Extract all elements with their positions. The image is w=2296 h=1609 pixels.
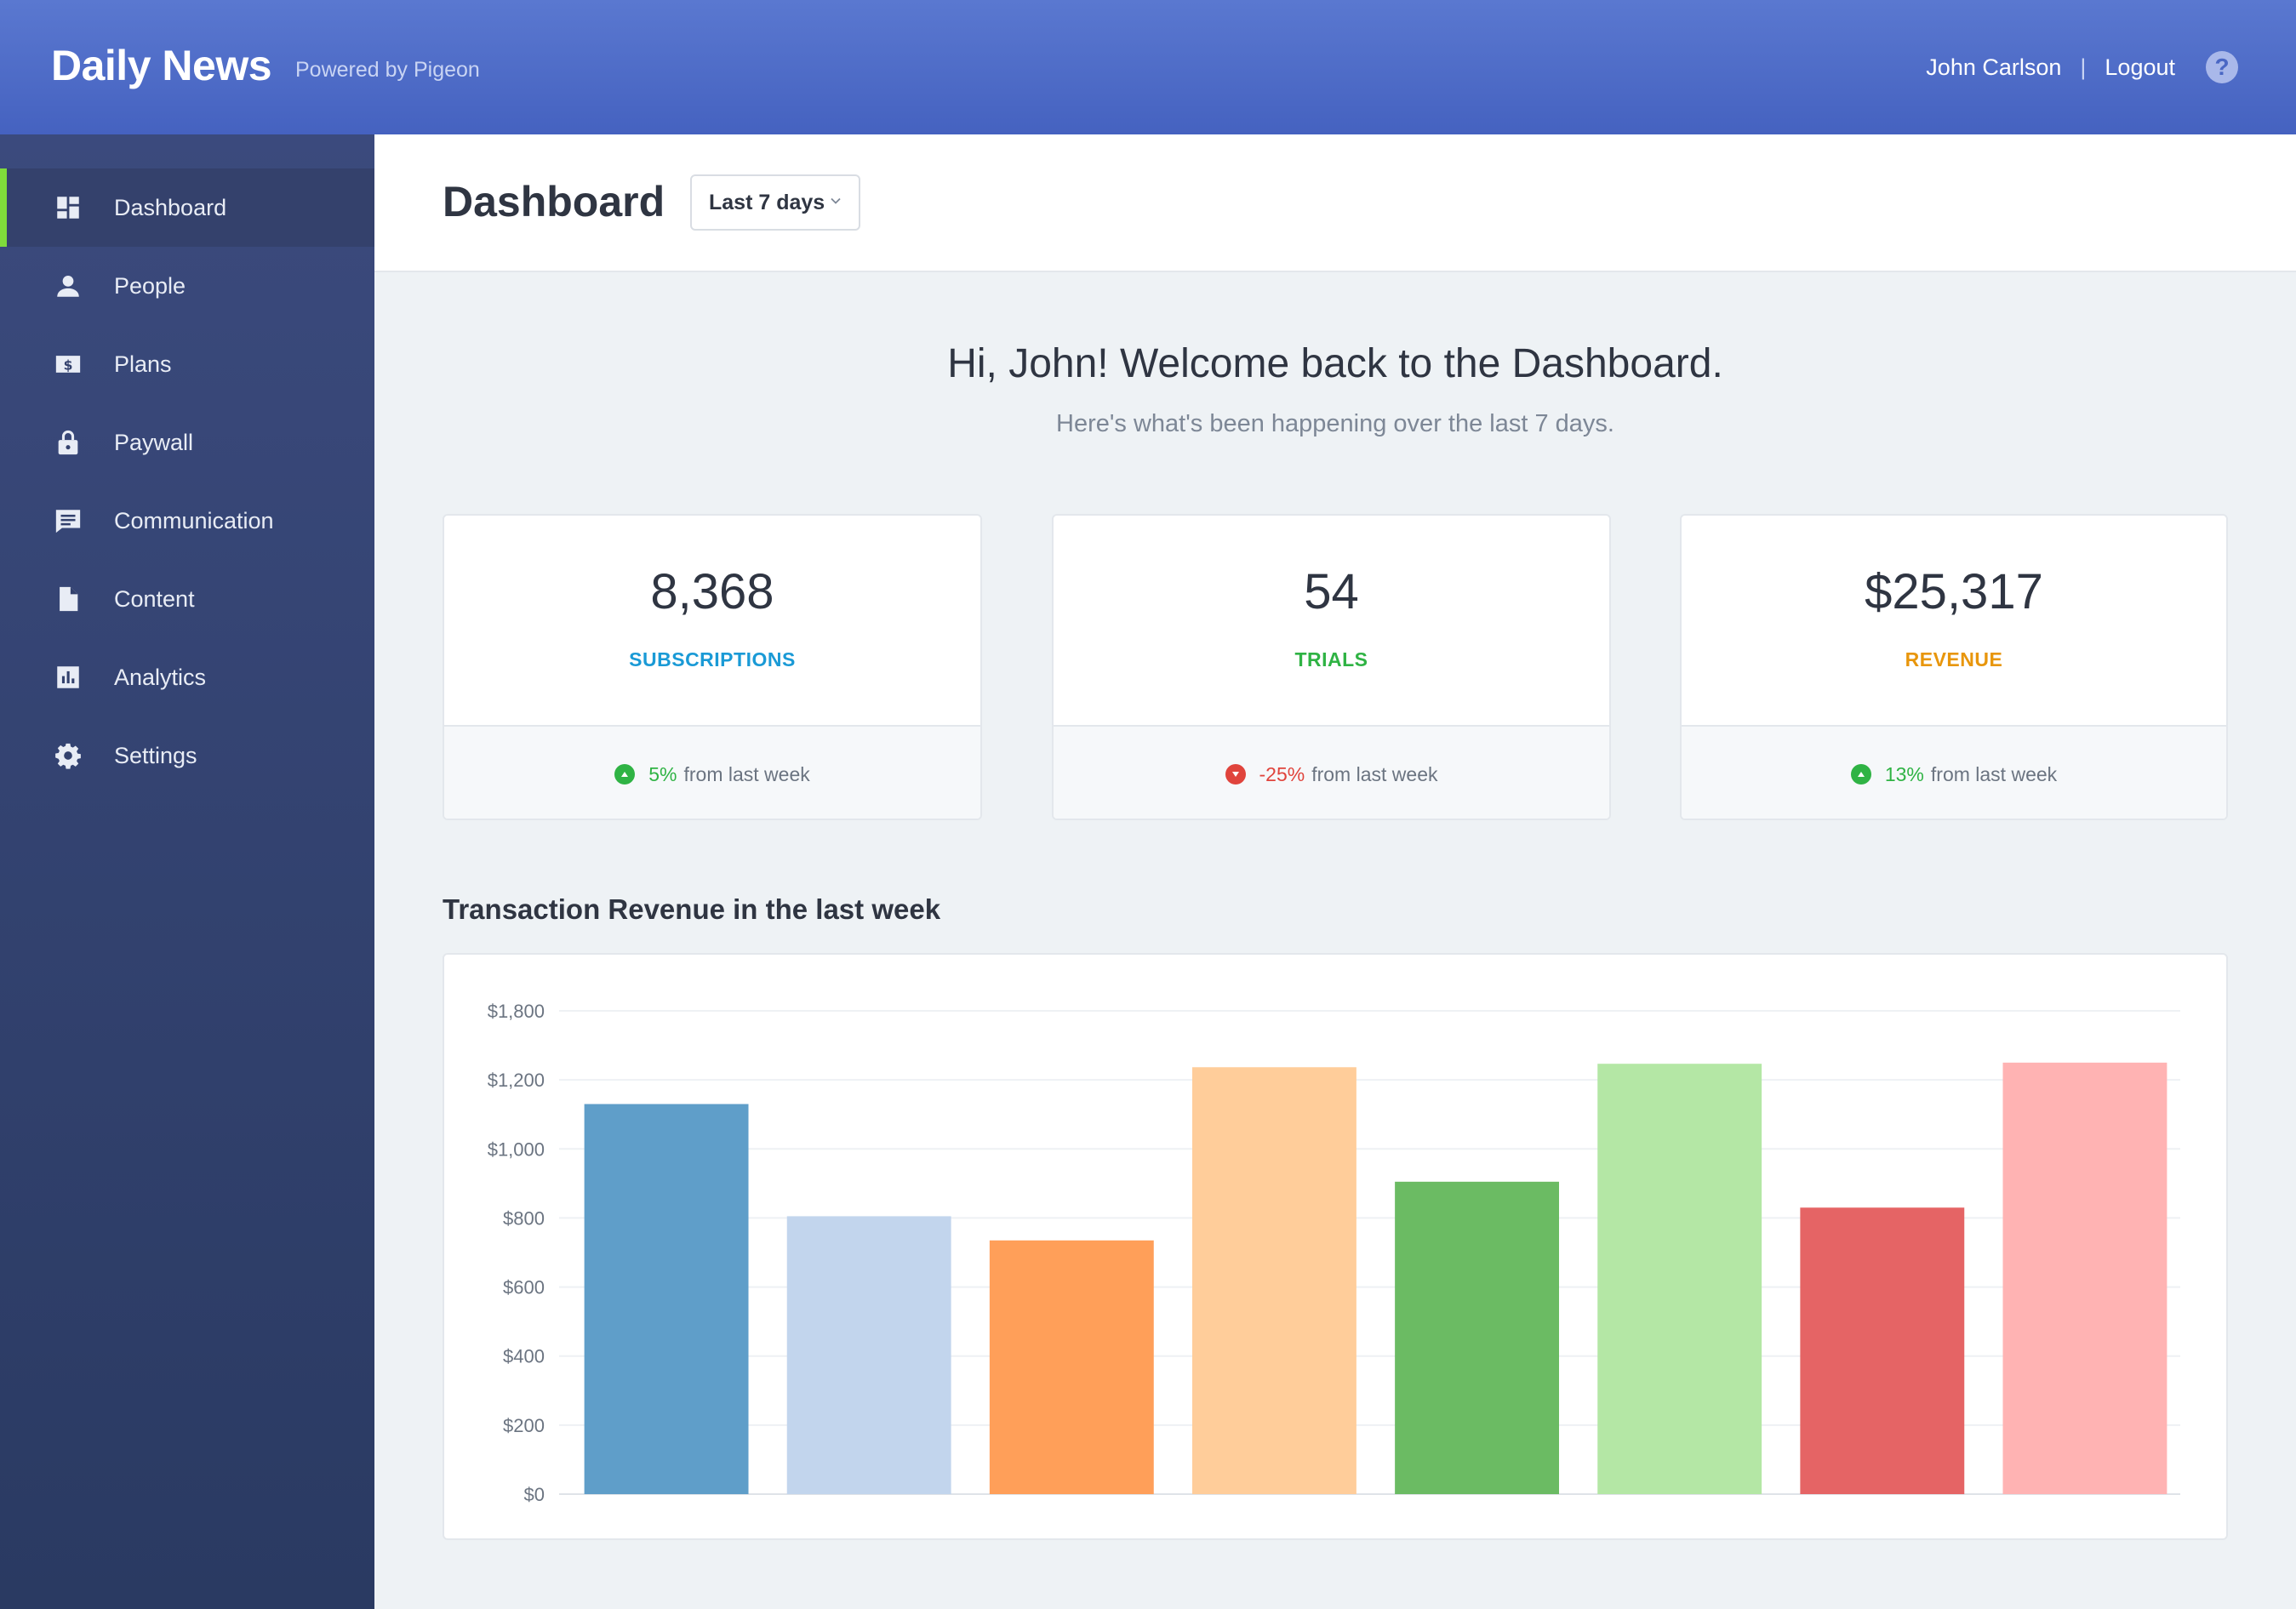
trend-text: from last week: [683, 762, 810, 785]
sidebar-item-label: Analytics: [114, 664, 207, 690]
page-title: Dashboard: [443, 178, 665, 225]
welcome-subheading: Here's what's been happening over the la…: [1056, 410, 1614, 437]
dashboard-icon: [53, 192, 83, 223]
revenue-bar-chart: $0 $200 $400 $600 $800 $1,000 $1,200 $1,800: [443, 953, 2228, 1540]
stat-card-trials: 54 TRIALS -25% from last week: [1052, 514, 1611, 820]
svg-text:$: $: [64, 357, 73, 373]
y-tick-label: $1,200: [488, 1070, 545, 1091]
sidebar-item-label: Settings: [114, 742, 197, 768]
sidebar-item-dashboard[interactable]: Dashboard: [0, 168, 374, 247]
dollar-bill-icon: $: [53, 349, 83, 379]
person-icon: [53, 271, 83, 301]
stat-card-revenue: $25,317 REVENUE 13% from last week: [1680, 514, 2228, 820]
stat-label: REVENUE: [1905, 648, 2003, 670]
sidebar-item-people[interactable]: People: [0, 247, 374, 325]
chart-bar[interactable]: [1800, 1207, 1965, 1494]
trend-value: 13%: [1884, 762, 1924, 785]
stat-trend: 13% from last week: [1682, 725, 2226, 819]
y-tick-label: $600: [503, 1277, 545, 1298]
gear-icon: [53, 740, 83, 771]
welcome-heading: Hi, John! Welcome back to the Dashboard.: [947, 341, 1723, 386]
sidebar-item-label: Communication: [114, 507, 274, 533]
sidebar-item-label: Dashboard: [114, 194, 227, 220]
sidebar-item-communication[interactable]: Communication: [0, 482, 374, 560]
chart-bar[interactable]: [1191, 1067, 1356, 1494]
chart-bar[interactable]: [1597, 1064, 1762, 1494]
sidebar: Dashboard People $ Plans Paywall Communi…: [0, 134, 374, 1609]
date-range-dropdown[interactable]: Last 7 days: [690, 174, 860, 231]
y-tick-label: $800: [503, 1207, 545, 1229]
sidebar-item-plans[interactable]: $ Plans: [0, 325, 374, 403]
sidebar-item-label: Paywall: [114, 429, 194, 455]
y-tick-label: $0: [524, 1484, 545, 1505]
user-name-link[interactable]: John Carlson: [1926, 54, 2062, 80]
trend-down-icon: [1225, 764, 1246, 785]
sidebar-item-label: Content: [114, 585, 195, 612]
lock-icon: [53, 427, 83, 458]
chat-icon: [53, 505, 83, 536]
user-area: John Carlson | Logout ?: [1926, 0, 2296, 134]
help-icon[interactable]: ?: [2206, 51, 2238, 83]
sidebar-nav: Dashboard People $ Plans Paywall Communi…: [0, 168, 374, 795]
y-tick-label: $1,800: [488, 1001, 545, 1022]
chart-canvas: $0 $200 $400 $600 $800 $1,000 $1,200 $1,800: [488, 1001, 2180, 1505]
chart-title: Transaction Revenue in the last week: [443, 893, 941, 925]
stat-value: 54: [1304, 564, 1359, 619]
trend-up-icon: [614, 764, 636, 785]
logout-link[interactable]: Logout: [2105, 54, 2175, 80]
y-tick-label: $200: [503, 1415, 545, 1436]
trend-value: -25%: [1259, 762, 1305, 785]
sidebar-item-settings[interactable]: Settings: [0, 716, 374, 795]
chart-bar[interactable]: [2002, 1062, 2167, 1494]
bar-chart-icon: [53, 662, 83, 693]
user-separator: |: [2080, 54, 2087, 80]
stat-value: $25,317: [1865, 564, 2043, 619]
date-range-selected: Last 7 days: [709, 190, 825, 214]
chart-bar[interactable]: [584, 1104, 749, 1494]
top-bar: Daily News Powered by Pigeon John Carlso…: [0, 0, 2296, 134]
sidebar-item-analytics[interactable]: Analytics: [0, 638, 374, 716]
y-tick-label: $1,000: [488, 1138, 545, 1160]
y-tick-label: $400: [503, 1346, 545, 1367]
stat-label: TRIALS: [1294, 648, 1368, 670]
trend-up-icon: [1850, 764, 1871, 785]
powered-by-text: Powered by Pigeon: [295, 58, 480, 82]
sidebar-item-label: People: [114, 272, 186, 299]
stat-trend: -25% from last week: [1054, 725, 1609, 819]
sidebar-item-label: Plans: [114, 351, 172, 377]
document-icon: [53, 584, 83, 614]
chart-bar[interactable]: [1395, 1181, 1560, 1494]
trend-text: from last week: [1930, 762, 2058, 785]
sidebar-item-paywall[interactable]: Paywall: [0, 403, 374, 482]
chart-bar[interactable]: [786, 1216, 951, 1494]
stat-label: SUBSCRIPTIONS: [629, 648, 796, 670]
chart-bar[interactable]: [989, 1240, 1154, 1494]
stat-trend: 5% from last week: [444, 725, 980, 819]
sidebar-item-content[interactable]: Content: [0, 560, 374, 638]
brand-title[interactable]: Daily News: [51, 42, 272, 89]
stat-value: 8,368: [650, 564, 774, 619]
stat-card-subscriptions: 8,368 SUBSCRIPTIONS 5% from last week: [443, 514, 982, 820]
page-header: Dashboard Last 7 days: [374, 134, 2296, 272]
trend-value: 5%: [648, 762, 677, 785]
trend-text: from last week: [1311, 762, 1438, 785]
chevron-down-icon: [830, 195, 842, 207]
